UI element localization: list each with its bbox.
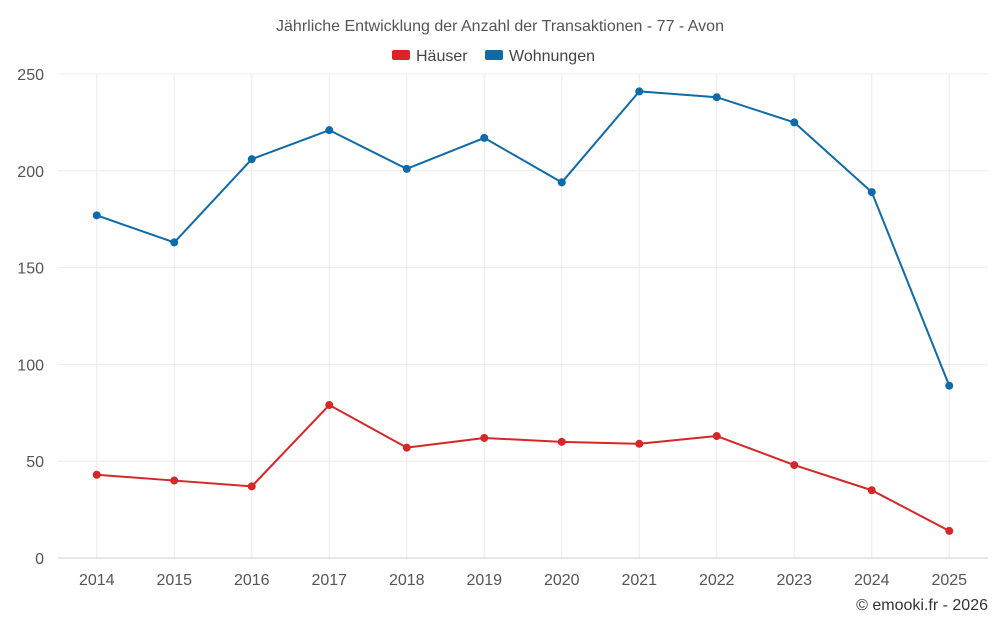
x-tick-label: 2021 [621,572,657,589]
legend-label-wohnungen: Wohnungen [509,48,595,65]
data-point[interactable] [712,432,721,441]
data-point[interactable] [247,155,256,164]
x-tick-label: 2023 [776,572,812,589]
series-line [96,404,950,532]
data-point[interactable] [325,401,334,410]
y-tick-label: 150 [17,261,44,278]
y-tick-label: 0 [35,551,44,568]
y-tick-label: 200 [17,164,44,181]
data-point[interactable] [92,211,101,220]
data-point[interactable] [92,470,101,479]
x-axis: 2014 2015 2016 2017 2018 2019 2020 2021 2022 2023… [79,572,967,589]
series [92,87,954,535]
series-line [96,90,951,387]
x-tick-label: 2019 [466,572,502,589]
data-point[interactable] [867,486,876,495]
data-point[interactable] [170,476,179,485]
y-tick-label: 50 [26,454,44,471]
credit-text: © emooki.fr - 2026 [856,597,988,614]
legend-swatch-haeuser [392,50,410,60]
data-point[interactable] [790,118,799,127]
data-point[interactable] [170,238,179,247]
x-tick-label: 2018 [389,572,425,589]
series-haeuser [92,401,954,535]
data-point[interactable] [557,178,566,187]
y-tick-label: 100 [17,357,44,374]
data-point[interactable] [247,482,256,491]
data-point[interactable] [790,461,799,470]
x-tick-label: 2017 [311,572,347,589]
legend-item-wohnungen[interactable]: Wohnungen [485,48,595,65]
grid [58,73,988,558]
chart-title: Jährliche Entwicklung der Anzahl der Tra… [276,18,724,35]
data-point[interactable] [557,437,566,446]
x-tick-label: 2025 [931,572,967,589]
data-point[interactable] [635,439,644,448]
data-point[interactable] [480,133,489,142]
legend[interactable]: Häuser Wohnungen [392,48,595,65]
legend-item-haeuser[interactable]: Häuser [392,48,468,65]
legend-label-haeuser: Häuser [416,48,468,65]
x-tick-label: 2022 [699,572,735,589]
data-point[interactable] [945,526,954,535]
y-tick-label: 250 [17,67,44,84]
y-axis: 0 50 100 150 200 250 [17,67,44,568]
x-tick-label: 2014 [79,572,115,589]
data-point[interactable] [635,87,644,96]
x-tick-label: 2016 [234,572,270,589]
x-tick-label: 2024 [854,572,890,589]
x-tick-label: 2015 [156,572,192,589]
data-point[interactable] [325,126,334,135]
data-point[interactable] [402,443,411,452]
series-wohnungen [92,87,954,390]
data-point[interactable] [945,381,954,390]
data-point[interactable] [712,93,721,102]
data-point[interactable] [480,433,489,442]
data-point[interactable] [402,164,411,173]
legend-swatch-wohnungen [485,50,503,60]
x-tick-label: 2020 [544,572,580,589]
data-point[interactable] [867,188,876,197]
